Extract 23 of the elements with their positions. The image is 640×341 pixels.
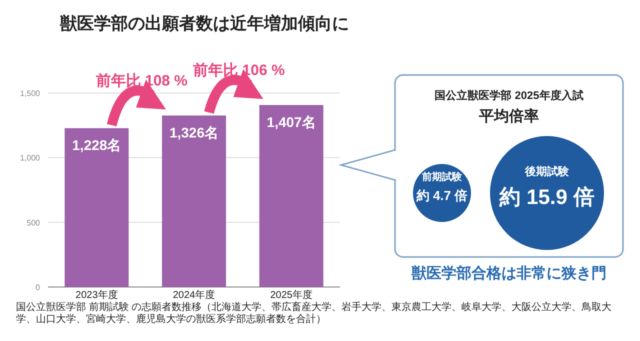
text: 約 15.9 倍 (498, 185, 594, 209)
bar (162, 116, 226, 287)
text: 平均倍率 (478, 107, 539, 125)
y-tick-label: 0 (36, 283, 41, 292)
text: 前期試験 (421, 171, 463, 183)
chart-title: 獣医学部の出願者数は近年増加傾向に (59, 13, 349, 33)
data-label: 1,407名 (266, 114, 316, 130)
data-label: 1,326名 (169, 124, 219, 141)
text: 前年比 108 % (94, 72, 188, 90)
y-tick-label: 500 (26, 218, 41, 228)
text: 国公立獣医学部 前期試験 の志願者数推移（北海道大学、帯広畜産大学、岩手大学、東京農工大学、岐阜大学、大阪公立大学、鳥取大学、山口大学、宮崎大学、鹿児島大学の獣医系学部志願者数を合計） (16, 302, 613, 326)
y-tick-label: 1,000 (20, 154, 41, 163)
bar (259, 105, 324, 287)
bar (64, 128, 129, 287)
x-tick-label: 2024年度 (172, 289, 216, 301)
text: 獣医学部合格は非常に狭き門 (410, 264, 606, 282)
text: 国公立獣医学部 2025年度入試 (434, 89, 584, 102)
text: 約 4.7 倍 (415, 188, 468, 203)
x-tick-label: 2025年度 (270, 289, 312, 301)
data-label: 1,228名 (72, 137, 122, 154)
y-tick-label: 1,500 (20, 89, 41, 98)
x-tick-label: 2023年度 (76, 289, 118, 301)
text: 後期試験 (524, 165, 570, 178)
